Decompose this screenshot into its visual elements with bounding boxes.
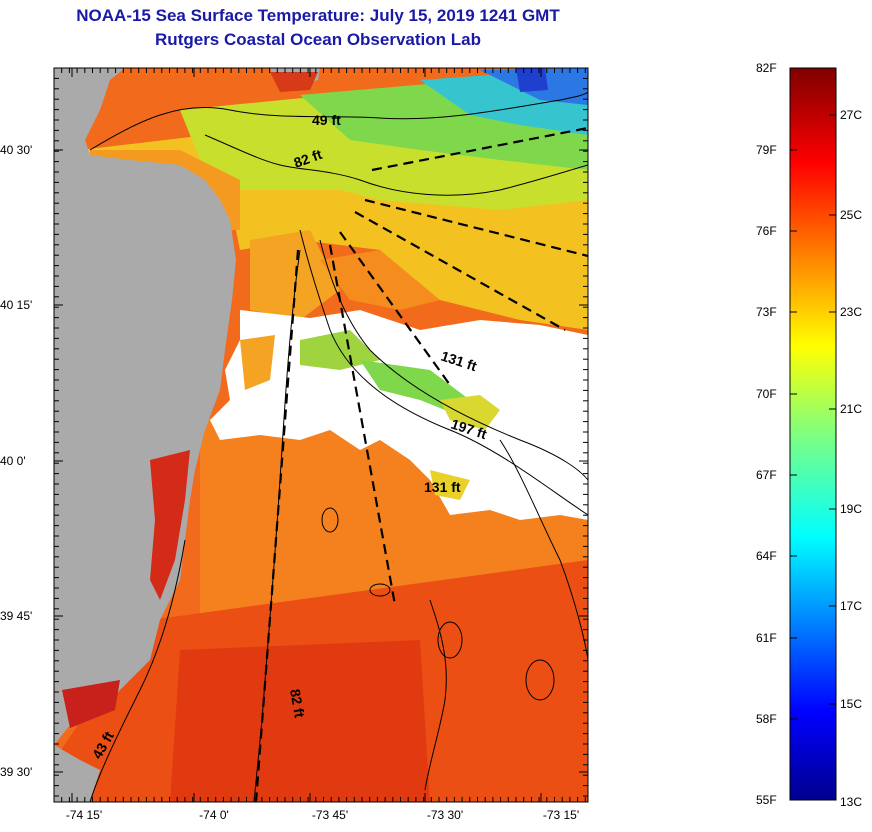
lat-label-39-30: 39 30' [0, 765, 33, 779]
colorbar-label-f: 67F [756, 468, 777, 482]
contour-shoal-3 [525, 659, 555, 701]
colorbar-label-c: 15C [840, 697, 863, 711]
transect-3 [354, 211, 566, 331]
colorbar-label-c: 27C [840, 108, 863, 122]
transect-6 [254, 249, 300, 802]
colorbar-label-f: 76F [756, 224, 777, 238]
colorbar-label-c: 21C [840, 402, 863, 416]
lon-label-73-15: -73 15' [542, 808, 580, 822]
depth-label: 131 ft [424, 479, 461, 495]
contour-shoal-4 [321, 507, 339, 533]
sst-red-zone [170, 640, 430, 802]
map-body [54, 68, 588, 802]
colorbar-label-f: 73F [756, 305, 777, 319]
colorbar-label-f: 55F [756, 793, 777, 807]
sst-dark-blue-patch [516, 68, 548, 92]
transect-1 [371, 126, 588, 172]
colorbar-label-f: 61F [756, 631, 777, 645]
land-cape [54, 745, 100, 802]
colorbar-label-f: 79F [756, 143, 777, 157]
map-title: NOAA-15 Sea Surface Temperature: July 15… [76, 6, 560, 25]
colorbar-label-c: 25C [840, 208, 863, 222]
contour-49ft [89, 91, 588, 151]
colorbar-label-f: 70F [756, 387, 777, 401]
colorbar-label-f: 64F [756, 549, 777, 563]
land-new-jersey [54, 68, 236, 745]
sst-coastal-warm-strip-2 [62, 680, 120, 728]
lat-label-40-30: 40 30' [0, 143, 33, 157]
colorbar-gradient [789, 67, 837, 801]
colorbar-label-c: 23C [840, 305, 863, 319]
sst-yellow-pocket-2 [430, 470, 470, 500]
sst-orange-patch-2 [320, 250, 440, 310]
sst-coastal-warm-strip [150, 450, 190, 600]
lat-label-40-0: 40 0' [0, 454, 26, 468]
lon-label-74-15: -74 15' [65, 808, 103, 822]
lon-label-73-30: -73 30' [426, 808, 464, 822]
colorbar-label-c: 13C [840, 795, 863, 809]
transect-2 [364, 198, 588, 258]
depth-label: 82 ft [287, 688, 308, 719]
lat-label-40-15: 40 15' [0, 298, 33, 312]
contour-43ft [89, 539, 186, 802]
contour-shelf [499, 439, 588, 661]
colorbar-label-f: 58F [756, 712, 777, 726]
contour-shoal-2 [437, 621, 463, 659]
transect-lines [254, 126, 588, 802]
map-subtitle: Rutgers Coastal Ocean Observation Lab [155, 30, 481, 49]
map-frame [53, 67, 589, 803]
lon-label-73-45: -73 45' [311, 808, 349, 822]
map-ticks [53, 67, 588, 802]
depth-label: 49 ft [312, 112, 341, 128]
contour-hudson-canyon [299, 229, 588, 516]
colorbar-label-f: 82F [756, 61, 777, 75]
sst-bay-warm [270, 72, 318, 92]
lon-label-74-0: -74 0' [199, 808, 229, 822]
colorbar-ticks [790, 67, 836, 801]
sst-yellow-pocket [440, 395, 500, 430]
colorbar-label-c: 17C [840, 599, 863, 613]
contour-ridge [424, 599, 447, 791]
transect-5 [328, 244, 397, 606]
lat-label-39-45: 39 45' [0, 609, 33, 623]
colorbar-label-c: 19C [840, 502, 863, 516]
sst-orange-pocket [240, 335, 275, 390]
contour-82ft-north [204, 134, 588, 196]
contour-shoal-1 [369, 583, 391, 597]
